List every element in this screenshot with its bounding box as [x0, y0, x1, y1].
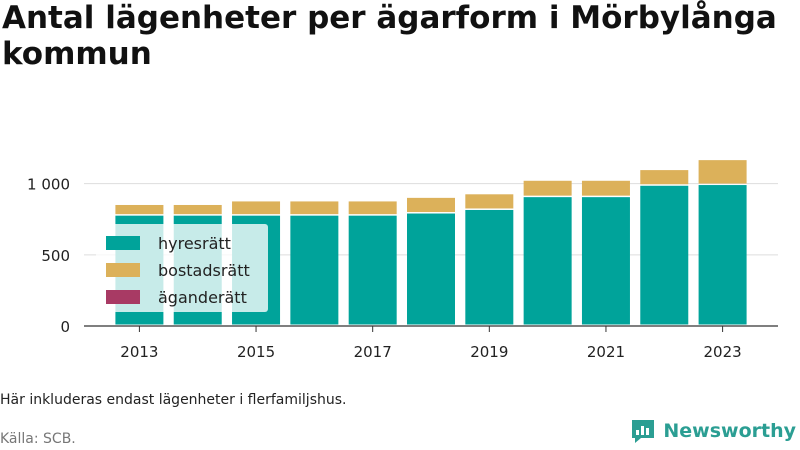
source-label: Källa: SCB. — [0, 431, 76, 447]
chart-title: Antal lägenheter per ägarform i Mörbylån… — [2, 0, 777, 72]
brand-name: Newsworthy — [663, 420, 796, 442]
bar-segment — [232, 201, 281, 215]
bar-segment — [465, 194, 514, 209]
axes: 0 500 1 000 2013 2015 2017 2019 2021 2023 — [27, 176, 778, 361]
bar-segment — [290, 201, 339, 215]
x-tick-label: 2023 — [704, 343, 742, 361]
bar-segment — [640, 170, 689, 185]
bar-segment — [640, 185, 689, 325]
x-tick-label: 2015 — [237, 343, 275, 361]
bar-segment — [581, 180, 630, 196]
y-tick-label: 500 — [41, 247, 70, 265]
y-tick-label: 0 — [60, 318, 70, 336]
x-tick-label: 2017 — [354, 343, 392, 361]
bar-segment — [581, 197, 630, 325]
legend-swatch — [106, 236, 140, 250]
bar-segment — [348, 201, 397, 215]
legend-label: bostadsrätt — [158, 261, 250, 280]
bar-segment — [698, 185, 747, 325]
bar-segment — [407, 197, 455, 213]
legend-label: äganderätt — [158, 288, 247, 307]
bar-segment — [407, 213, 455, 325]
bar-segment — [173, 204, 222, 215]
stacked-bar-chart: 0 500 1 000 2013 2015 2017 2019 2021 2023 hyresr… — [27, 160, 778, 361]
bar-segment — [523, 197, 572, 325]
y-tick-label: 1 000 — [27, 176, 70, 194]
x-tick-label: 2013 — [120, 343, 158, 361]
bar-segment — [290, 215, 339, 325]
brand[interactable]: Newsworthy — [629, 416, 796, 446]
bar-segment — [348, 215, 397, 325]
bar-segment — [523, 180, 572, 196]
bar-segment — [698, 160, 747, 184]
bar-segment — [465, 209, 514, 325]
legend-swatch — [106, 290, 140, 304]
chart-note: Här inkluderas endast lägenheter i flerf… — [0, 392, 347, 408]
legend-label: hyresrätt — [158, 234, 231, 253]
bar-segment — [115, 204, 164, 215]
x-tick-label: 2019 — [470, 343, 508, 361]
x-tick-label: 2021 — [587, 343, 625, 361]
legend-swatch — [106, 263, 140, 277]
legend: hyresrätt bostadsrätt äganderätt — [96, 224, 268, 312]
newsworthy-logo-icon — [632, 420, 655, 443]
